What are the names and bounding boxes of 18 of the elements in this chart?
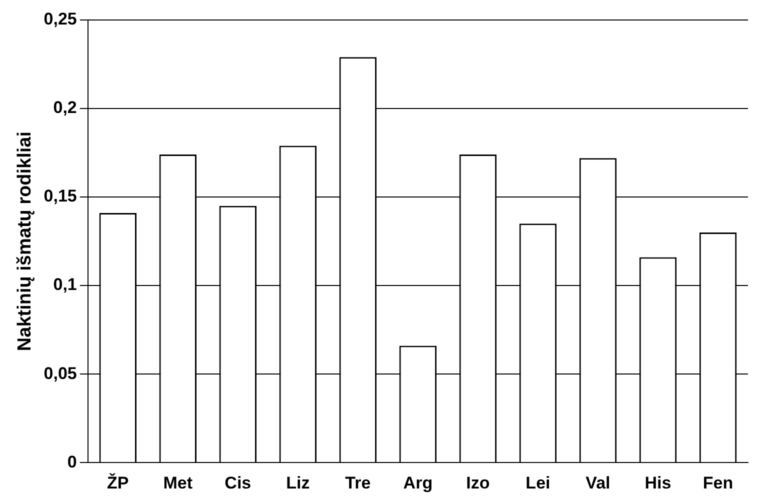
y-tick-label: 0,15 bbox=[44, 186, 77, 206]
y-tick-label: 0,05 bbox=[44, 364, 77, 383]
x-tick-label: Met bbox=[163, 473, 193, 492]
x-tick-label: Fen bbox=[702, 473, 734, 492]
y-axis-title: Naktinių išmatų rodikliai bbox=[14, 131, 36, 352]
x-tick-label: ŽP bbox=[107, 472, 129, 492]
x-tick-label: Val bbox=[586, 473, 610, 492]
y-tick-label: 0,25 bbox=[44, 10, 77, 29]
y-tick-label: 0 bbox=[67, 452, 77, 472]
x-tick-label: Cis bbox=[224, 473, 252, 492]
y-tick-label: 0,2 bbox=[53, 98, 77, 118]
x-tick-label: Izo bbox=[466, 473, 490, 492]
x-tick-label: His bbox=[644, 473, 672, 492]
x-tick-label: Tre bbox=[345, 473, 371, 492]
y-tick-label: 0,1 bbox=[53, 275, 77, 294]
x-tick-label: Arg bbox=[403, 473, 433, 492]
x-tick-label: Lei bbox=[526, 473, 550, 492]
x-tick-label: Liz bbox=[286, 473, 310, 492]
